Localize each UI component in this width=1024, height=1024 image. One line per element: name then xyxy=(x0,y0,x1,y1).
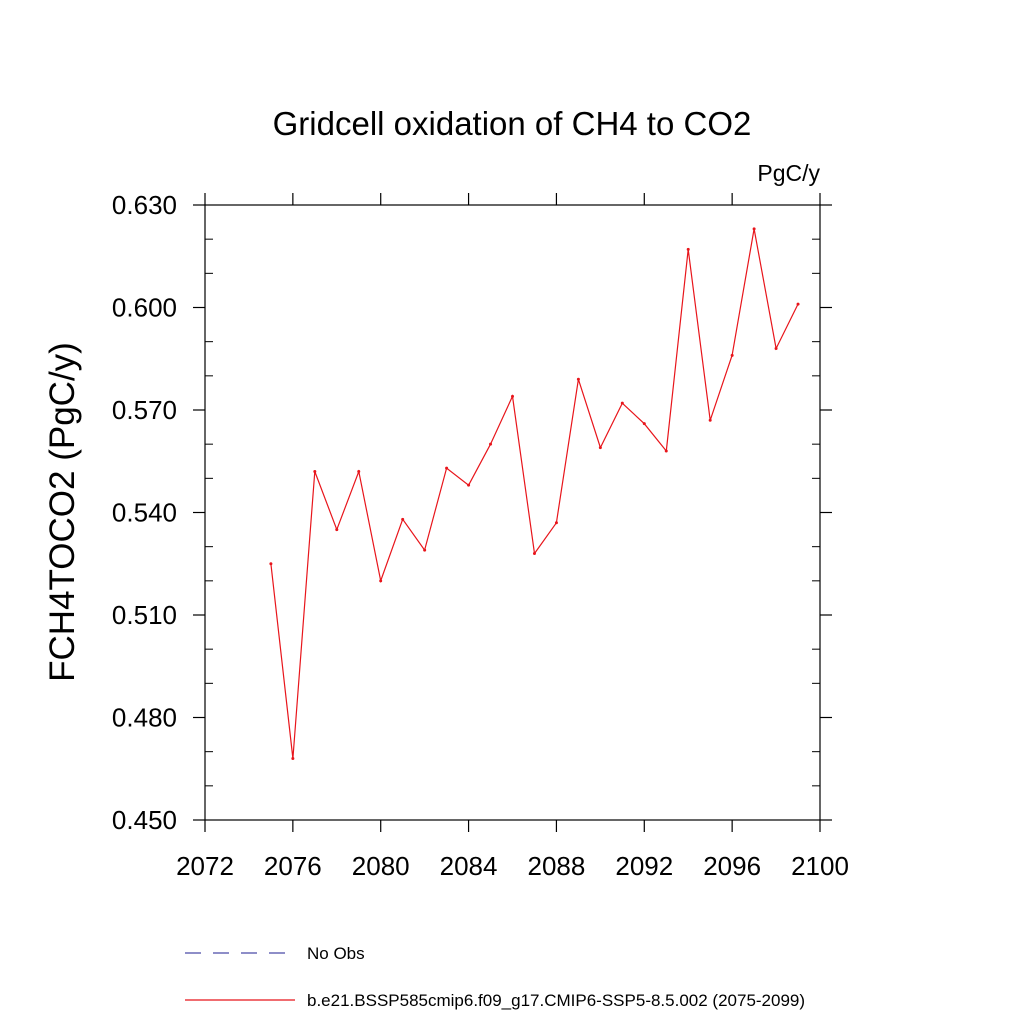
data-point xyxy=(708,418,712,422)
data-point xyxy=(357,470,361,473)
x-tick-label: 2096 xyxy=(703,851,761,881)
y-tick-label: 0.480 xyxy=(112,703,177,733)
data-point xyxy=(664,449,668,453)
data-point xyxy=(598,446,602,450)
data-point xyxy=(313,470,317,473)
x-tick-label: 2100 xyxy=(791,851,849,881)
y-tick-label: 0.630 xyxy=(112,190,177,220)
y-tick-labels: 0.450 0.480 0.510 0.540 0.570 0.600 0.630 xyxy=(112,190,177,835)
data-point xyxy=(379,579,383,583)
y-tick-label: 0.540 xyxy=(112,498,177,528)
legend: No Obs b.e21.BSSP585cmip6.f09_g17.CMIP6-S… xyxy=(185,944,805,1010)
data-point xyxy=(423,548,427,552)
legend-label: No Obs xyxy=(307,944,365,963)
series-lines xyxy=(269,227,800,760)
data-point xyxy=(489,442,493,446)
legend-label: b.e21.BSSP585cmip6.f09_g17.CMIP6-SSP5-8.… xyxy=(307,991,805,1010)
data-point xyxy=(445,466,449,470)
series-line-1 xyxy=(270,228,799,759)
data-point xyxy=(467,483,471,487)
y-tick-label: 0.510 xyxy=(112,600,177,630)
data-point xyxy=(335,528,339,532)
data-point xyxy=(686,247,690,251)
data-point xyxy=(291,757,295,760)
x-tick-label: 2088 xyxy=(528,851,586,881)
x-tick-label: 2092 xyxy=(615,851,673,881)
data-point xyxy=(620,401,624,405)
x-tick-label: 2076 xyxy=(264,851,322,881)
data-point xyxy=(642,422,646,426)
chart-title: Gridcell oxidation of CH4 to CO2 xyxy=(273,105,752,142)
plot-frame xyxy=(204,204,821,821)
data-point xyxy=(554,521,558,525)
y-tick-label: 0.450 xyxy=(112,805,177,835)
y-tick-label: 0.600 xyxy=(112,293,177,323)
data-point xyxy=(532,552,536,555)
data-point xyxy=(576,377,580,381)
data-point xyxy=(774,347,778,350)
y-tick-label: 0.570 xyxy=(112,395,177,425)
units-label: PgC/y xyxy=(757,160,820,186)
data-point xyxy=(269,562,273,566)
data-point xyxy=(796,302,800,306)
x-tick-label: 2080 xyxy=(352,851,410,881)
axis-ticks xyxy=(193,193,832,832)
data-point xyxy=(752,227,756,231)
y-axis-label: FCH4TOCO2 (PgC/y) xyxy=(43,342,82,682)
data-point xyxy=(401,517,405,521)
data-point xyxy=(511,394,514,398)
x-tick-label: 2072 xyxy=(176,851,234,881)
data-point xyxy=(730,353,734,357)
x-tick-label: 2084 xyxy=(440,851,498,881)
x-tick-labels: 2072 2076 2080 2084 2088 2092 2096 2100 xyxy=(176,851,849,881)
